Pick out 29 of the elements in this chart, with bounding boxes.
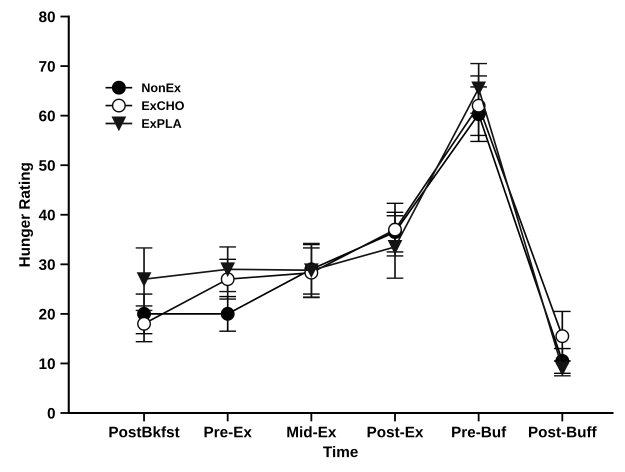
x-tick-label: Pre-Buf xyxy=(452,426,506,438)
point xyxy=(220,262,235,276)
y-tick-label: 20 xyxy=(39,308,55,320)
y-tick-label: 60 xyxy=(39,110,55,122)
y-tick-label: 80 xyxy=(39,11,55,22)
legend-label: NonEx xyxy=(142,83,181,92)
legend-label: ExPLA xyxy=(142,119,182,128)
x-tick-label: Post-Buff xyxy=(528,426,597,438)
x-tick-label: Mid-Ex xyxy=(287,426,336,438)
y-tick-label: 50 xyxy=(39,160,55,171)
x-tick-label: Post-Ex xyxy=(368,426,424,438)
y-tick-label: 40 xyxy=(38,210,55,220)
point xyxy=(555,329,570,344)
x-tick-label: PostBkfst xyxy=(109,426,180,438)
point xyxy=(388,240,402,254)
point xyxy=(388,222,402,237)
y-tick-label: 70 xyxy=(39,60,55,72)
y-axis-title: Hunger Rating xyxy=(18,163,34,266)
y-tick-label: 10 xyxy=(40,358,55,370)
point xyxy=(220,272,235,286)
point xyxy=(137,316,151,331)
legend-label: ExCHO xyxy=(142,101,184,110)
y-tick-label: 30 xyxy=(38,259,55,270)
x-tick-label: Pre-Ex xyxy=(204,426,252,438)
point xyxy=(472,81,486,96)
point xyxy=(137,272,151,286)
x-axis-title: Time xyxy=(323,446,358,458)
point xyxy=(220,306,235,321)
y-tick-label: 0 xyxy=(48,408,55,419)
